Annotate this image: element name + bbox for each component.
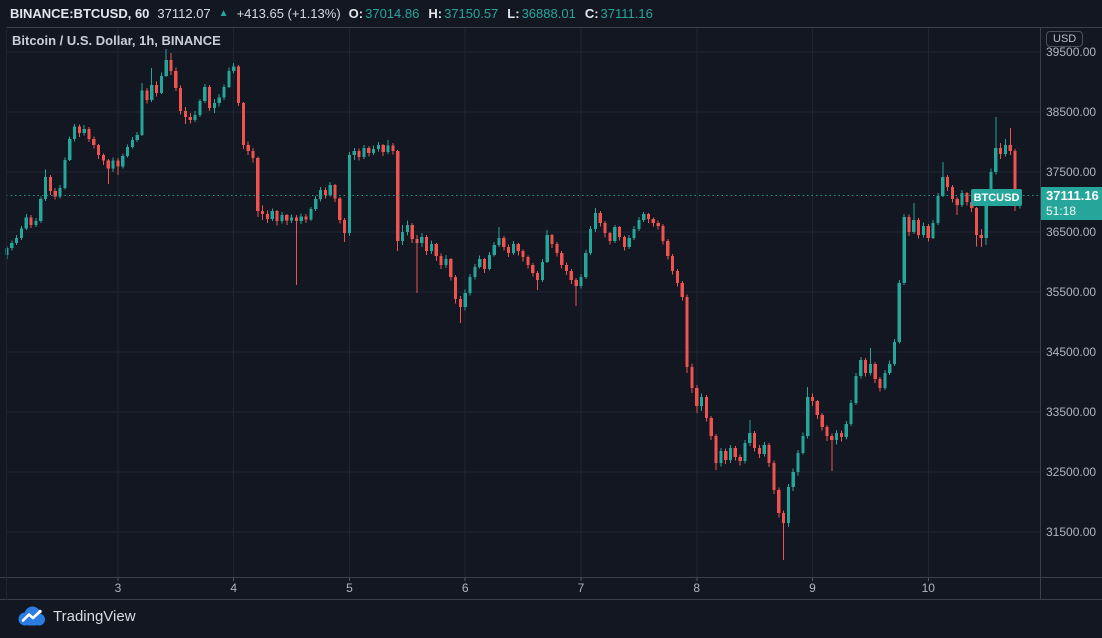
close-value: 37111.16: [600, 5, 653, 21]
svg-text:9: 9: [809, 581, 816, 595]
tradingview-logo-icon: [18, 606, 45, 626]
close-label: C:: [584, 5, 599, 21]
svg-text:6: 6: [462, 581, 469, 595]
last-price-tag: BTCUSD: [971, 189, 1022, 206]
svg-text:37500.00: 37500.00: [1046, 165, 1096, 179]
svg-text:35500.00: 35500.00: [1046, 285, 1096, 299]
svg-text:5: 5: [346, 581, 353, 595]
legend-change: +413.65 (+1.13%): [236, 5, 341, 21]
high-value: 37150.57: [444, 5, 499, 21]
svg-text:10: 10: [922, 581, 936, 595]
bar-countdown: 51:18: [1046, 204, 1077, 218]
last-price-label: 37111.16 51:18: [1041, 187, 1102, 220]
last-price-value: 37111.16: [1046, 188, 1099, 203]
price-axis[interactable]: [1040, 27, 1102, 600]
legend-last-price: 37112.07: [157, 5, 211, 21]
svg-text:31500.00: 31500.00: [1046, 525, 1096, 539]
svg-text:7: 7: [578, 581, 585, 595]
svg-text:39500.00: 39500.00: [1046, 45, 1096, 59]
low-value: 36888.01: [521, 5, 576, 21]
svg-text:34500.00: 34500.00: [1046, 345, 1096, 359]
currency-badge: USD: [1046, 31, 1084, 47]
pane-title: Bitcoin / U.S. Dollar, 1h, BINANCE: [12, 33, 221, 48]
svg-text:32500.00: 32500.00: [1046, 465, 1096, 479]
tradingview-brand-link[interactable]: TradingView: [16, 604, 136, 628]
svg-text:3: 3: [115, 581, 122, 595]
legend-ohlc: O: 37014.86 H: 37150.57 L: 36888.01 C: 37111…: [349, 6, 653, 21]
low-label: L:: [507, 5, 520, 21]
svg-text:38500.00: 38500.00: [1046, 105, 1096, 119]
svg-text:33500.00: 33500.00: [1046, 405, 1096, 419]
open-label: O:: [348, 5, 364, 21]
open-value: 37014.86: [365, 5, 420, 21]
tradingview-brand-text: TradingView: [53, 607, 136, 625]
svg-text:36500.00: 36500.00: [1046, 225, 1096, 239]
high-label: H:: [428, 5, 443, 21]
legend-symbol[interactable]: BINANCE:BTCUSD, 60: [10, 5, 150, 21]
svg-text:8: 8: [693, 581, 700, 595]
price-up-arrow-icon: ▲: [218, 7, 229, 19]
svg-text:4: 4: [230, 581, 237, 595]
time-axis[interactable]: [0, 578, 1040, 599]
symbol-legend: BINANCE:BTCUSD, 60 37112.07 ▲ +413.65 (+…: [10, 4, 653, 22]
